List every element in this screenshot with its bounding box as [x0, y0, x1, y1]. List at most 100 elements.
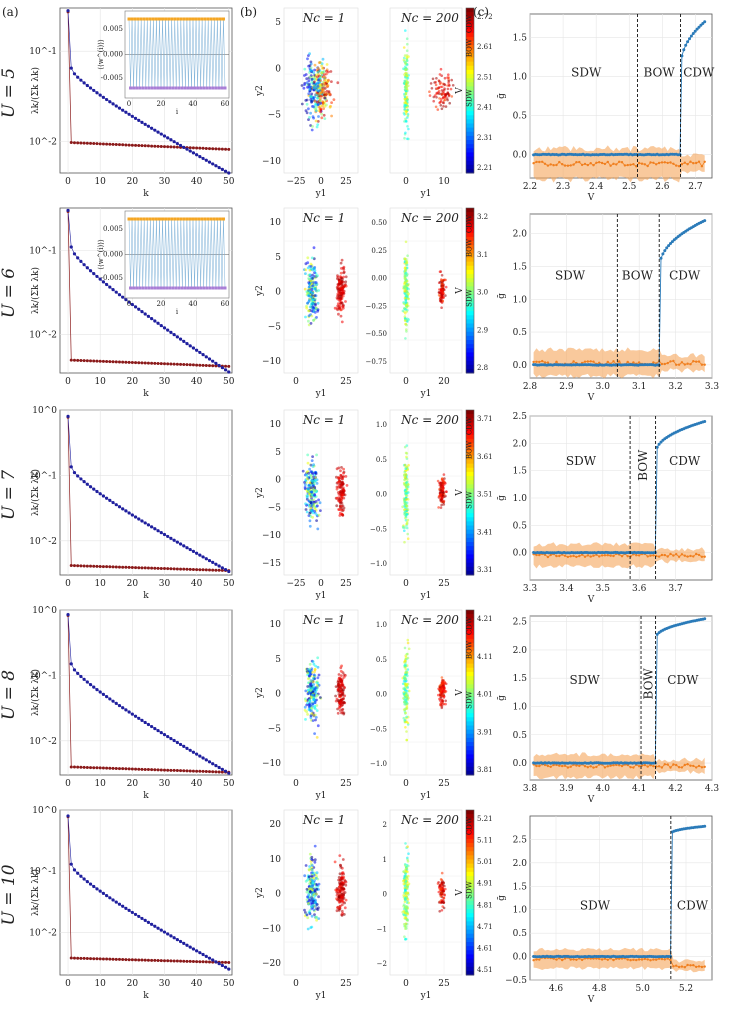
colorbar-segment — [466, 245, 474, 250]
inset-x-tick: 20 — [157, 100, 166, 108]
nc1-point — [308, 64, 312, 67]
nc1-point — [316, 504, 319, 508]
x-tick: 4.8 — [592, 984, 607, 994]
flat-branch-point — [108, 766, 112, 770]
flat-branch-point — [72, 141, 76, 145]
flat-branch-point — [130, 958, 134, 962]
colorbar-segment — [466, 49, 474, 54]
nc1-point — [316, 123, 320, 126]
orange-point — [680, 553, 684, 556]
nc200-point — [405, 720, 409, 724]
x-tick: 0 — [65, 579, 71, 589]
blue-point — [703, 219, 707, 223]
nc1-point — [314, 716, 318, 719]
eigen-point — [114, 503, 118, 507]
nc200-point — [440, 878, 444, 882]
nc200-point — [402, 58, 406, 62]
right-y-tick: 0 — [383, 891, 387, 899]
orange-point — [672, 965, 675, 968]
eigen-point — [121, 295, 125, 299]
nc1-point — [338, 706, 341, 709]
colorbar-segment — [466, 269, 474, 275]
nc200-point — [440, 74, 444, 77]
nc1-point — [305, 710, 309, 714]
nc1-point — [322, 107, 325, 110]
flat-branch-point — [153, 566, 157, 570]
colorbar-segment — [466, 867, 474, 873]
nc200-point — [406, 108, 409, 112]
x-tick: 3.9 — [559, 784, 574, 794]
orange-point — [589, 162, 592, 165]
inset-point — [171, 286, 175, 290]
colorbar-segment — [466, 422, 474, 427]
nc1-point — [315, 892, 318, 896]
orange-point — [697, 553, 701, 557]
eigen-point — [159, 531, 163, 535]
nc200-point — [403, 108, 407, 111]
flat-branch-point — [82, 956, 86, 960]
orange-point — [629, 959, 632, 962]
orange-point — [660, 161, 664, 164]
orange-point — [697, 160, 701, 163]
eigen-point — [207, 956, 212, 960]
colorbar-segment — [466, 680, 474, 685]
nc1-point — [311, 890, 315, 894]
inset-point — [144, 86, 148, 90]
nc1-point — [311, 903, 315, 907]
nc200-point — [405, 927, 408, 930]
eigen-point — [159, 928, 163, 932]
nc1-point — [308, 882, 311, 885]
eigen-point — [72, 252, 77, 256]
eigen-point — [156, 321, 160, 325]
colorbar-segment — [466, 667, 474, 673]
nc1-point — [337, 476, 340, 479]
flat-branch-point — [153, 361, 157, 365]
colorbar-segment — [466, 758, 474, 764]
nc1-point — [339, 275, 342, 278]
nc200-point — [431, 77, 435, 81]
orange-point — [643, 163, 646, 166]
nc1-point — [342, 887, 346, 891]
inset-point — [180, 286, 184, 290]
nc1-point — [340, 258, 344, 262]
nc200-point — [438, 288, 441, 291]
nc200-point — [404, 671, 407, 674]
eigen-point — [182, 941, 186, 945]
colorbar-segment — [466, 261, 474, 267]
right-y-tick: 0.5 — [376, 656, 387, 664]
nc200-point — [406, 845, 409, 848]
flat-branch-point — [105, 766, 109, 770]
x-tick: 30 — [159, 779, 171, 789]
x-tick: 40 — [191, 979, 203, 989]
nc1-point — [309, 322, 313, 325]
inset-point — [154, 17, 158, 21]
orange-point — [657, 161, 661, 165]
x-tick: 20 — [127, 779, 139, 789]
eigen-point — [188, 149, 192, 153]
eigen-point — [127, 511, 131, 515]
nc200-point — [404, 131, 407, 135]
nc200-point — [439, 894, 443, 898]
row-3-panel-c: 3.8 3.9 4.0 4.1 4.2 4.30.00.51.01.52.02.5VḡSD… — [497, 615, 719, 805]
orange-point — [703, 160, 706, 163]
orange-point — [586, 766, 589, 769]
eigen-point — [150, 126, 154, 130]
x-tick: 3.6 — [632, 584, 647, 594]
nc1-point — [307, 79, 311, 83]
eigen-point — [95, 489, 99, 494]
y-tick: 1.0 — [513, 702, 528, 712]
nc200-point — [439, 483, 443, 487]
colorbar-tick: 2.72 — [477, 13, 493, 21]
nc1-point — [309, 686, 313, 690]
flat-branch-point — [111, 766, 115, 770]
orange-point — [563, 554, 567, 557]
colorbar-phase: CDW — [466, 214, 474, 233]
nc-left-label: Nc = 1 — [302, 413, 346, 427]
x-tick: 2.6 — [655, 182, 670, 192]
orange-point — [666, 361, 669, 365]
nc1-point — [336, 302, 340, 305]
orange-point — [672, 763, 675, 766]
nc1-point — [341, 294, 345, 298]
colorbar-segment — [466, 294, 474, 300]
colorbar-tick: 5.21 — [477, 815, 493, 823]
